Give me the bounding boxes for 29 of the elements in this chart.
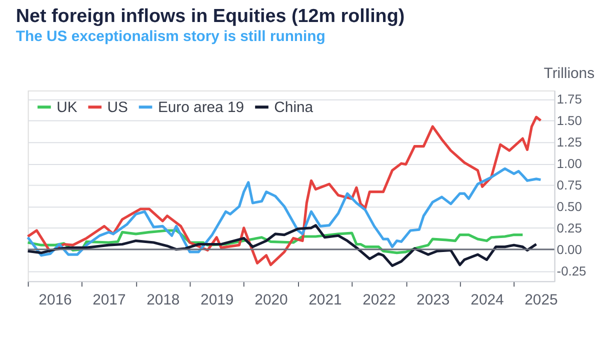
- legend-label: China: [274, 100, 314, 116]
- x-tick-label: 2017: [92, 292, 126, 309]
- y-tick-label: 1.00: [556, 156, 582, 171]
- legend-label: UK: [56, 100, 78, 116]
- x-tick-label: 2021: [308, 292, 342, 309]
- y-tick-label: 0.75: [556, 177, 582, 192]
- x-tick-label: 2019: [200, 292, 234, 309]
- y-tick-label: 0.50: [556, 198, 582, 214]
- x-tick-label: 2016: [38, 292, 72, 309]
- y-tick-label: 0.00: [556, 242, 582, 257]
- y-axis-title: Trillions: [544, 66, 595, 82]
- y-tick-label: 1.50: [556, 112, 582, 128]
- x-tick-label: 2025: [524, 292, 558, 309]
- x-tick-label: 2024: [470, 292, 504, 309]
- y-tick-label: 1.25: [556, 134, 582, 150]
- y-tick-label: 1.75: [556, 92, 582, 107]
- line-series: [26, 224, 538, 267]
- x-tick-label: 2018: [146, 292, 180, 309]
- x-tick-label: 2023: [416, 292, 450, 309]
- y-tick-label: -0.25: [556, 263, 586, 278]
- x-tick-label: 2020: [254, 292, 288, 309]
- chart-subtitle: The US exceptionalism story is still running: [16, 28, 326, 45]
- line-series: [26, 167, 542, 257]
- legend-label: US: [107, 100, 128, 116]
- chart-title: Net foreign inflows in Equities (12m rolling): [16, 4, 405, 26]
- y-tick-label: 0.25: [556, 220, 582, 236]
- line-series: [26, 116, 542, 266]
- legend-label: Euro area 19: [158, 100, 244, 116]
- x-tick-label: 2022: [362, 292, 396, 309]
